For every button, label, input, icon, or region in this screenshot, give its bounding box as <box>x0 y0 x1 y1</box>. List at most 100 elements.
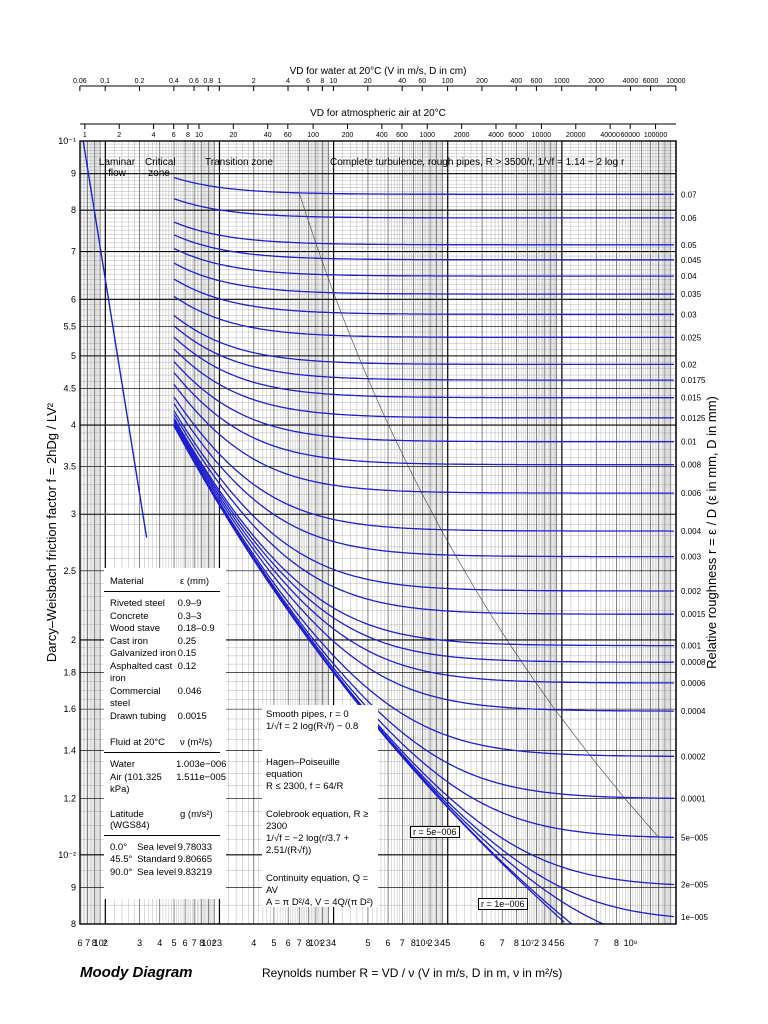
roughness-label: 0.0008 <box>681 658 706 667</box>
x-tick-label: 2 <box>212 938 217 948</box>
x-tick-label: 7 <box>500 938 505 948</box>
x-tick-label: 3 <box>137 938 142 948</box>
x-tick-label: 4 <box>157 938 162 948</box>
annotation-r5e6: r = 5e−006 <box>410 826 460 838</box>
top-axis-2-tick-label: 100000 <box>644 132 667 139</box>
x-tick-label: 4 <box>548 938 553 948</box>
x-tick-label: 3 <box>542 938 547 948</box>
material-col: Material <box>110 576 144 587</box>
roughness-curve <box>173 383 674 494</box>
materials-cell: Commercial steel <box>110 685 161 710</box>
roughness-label: 1e−005 <box>681 913 708 922</box>
roughness-label: 0.0002 <box>681 752 706 761</box>
axis-labels: 10⁻¹98765.554.543.532.521.81.61.41.210⁻²… <box>44 66 719 948</box>
materials-row: Cast iron 0.25 <box>110 636 226 649</box>
plot-frame <box>79 140 677 925</box>
x-tick-label: 5 <box>445 938 450 948</box>
roughness-curve <box>173 221 674 246</box>
roughness-label: 0.06 <box>681 214 697 223</box>
top-axis-1-tick-label: 4 <box>286 78 290 85</box>
top-axis-1-tick-label: 0.6 <box>189 78 199 85</box>
roughness-label: 5e−005 <box>681 833 708 842</box>
latitude-row: 90.0° Sea level 9.83219 <box>110 867 226 880</box>
axes <box>79 85 677 925</box>
x-tick-label: 7 <box>85 938 90 948</box>
roughness-curve <box>173 423 674 757</box>
x-axis-title: Reynolds number R = VD / ν (V in m/s, D … <box>262 966 563 980</box>
top-axis-1-tick-label: 2 <box>252 78 256 85</box>
top-axis-2-tick-label: 2000 <box>454 132 470 139</box>
zone-transition: Transition zone <box>205 157 273 168</box>
x-tick-label: 10⁵ <box>309 938 323 948</box>
roughness-curve <box>173 424 674 799</box>
eq-colebrook-1: Colebrook equation, R ≥ 2300 <box>266 809 369 832</box>
x-tick-label: 6 <box>559 938 564 948</box>
top-axis-2-tick-label: 10 <box>195 132 203 139</box>
materials-cell: 0.18–0.9 <box>177 623 215 634</box>
materials-row: Riveted steel 0.9–9 <box>110 598 226 611</box>
top-axis-2-tick-label: 60 <box>284 132 292 139</box>
x-tick-label: 8 <box>92 938 97 948</box>
top-axis-1-tick-label: 40 <box>398 78 406 85</box>
x-tick-label: 4 <box>440 938 445 948</box>
latitude-header: Latitude (WGS84) g (m/s²) <box>104 797 220 836</box>
latitude-cell: 9.83219 <box>177 866 212 878</box>
roughness-curve <box>173 325 674 381</box>
roughness-label: 0.04 <box>681 272 697 281</box>
roughness-label: 0.015 <box>681 394 702 403</box>
top-axis-2-tick-label: 2 <box>117 132 121 139</box>
x-tick-label: 8 <box>411 938 416 948</box>
zone-laminar: Laminar flow <box>98 157 136 179</box>
x-tick-label: 3 <box>434 938 439 948</box>
materials-cell: 0.9–9 <box>177 598 202 609</box>
roughness-curve <box>173 314 674 366</box>
y-tick-label: 3.5 <box>63 461 76 471</box>
top-axis-2-tick-label: 6000 <box>508 132 524 139</box>
roughness-label: 0.0015 <box>681 610 706 619</box>
x-tick-label: 8 <box>614 938 619 948</box>
top-axis-2-title: VD for atmospheric air at 20°C <box>310 108 446 119</box>
x-tick-label: 6 <box>286 938 291 948</box>
roughness-label: 0.003 <box>681 553 702 562</box>
latitude-cell: 9.80665 <box>177 854 212 865</box>
latitude-row: 45.5° Standard 9.80665 <box>110 854 226 867</box>
roughness-curve <box>173 361 674 443</box>
latitude-cell: 90.0° <box>110 866 133 878</box>
x-tick-label: 2 <box>428 938 433 948</box>
y-tick-label: 3 <box>71 509 76 519</box>
roughness-label: 0.0175 <box>681 376 706 385</box>
laminar-line <box>82 140 148 538</box>
turbulence-boundary <box>298 192 659 838</box>
top-axis-1-tick-label: 4000 <box>623 78 639 85</box>
y-axis-title: Darcy–Weisbach friction factor f = 2hDg … <box>44 402 59 662</box>
zone-critical: Critical zone <box>145 157 176 179</box>
y-tick-label: 8 <box>71 919 76 929</box>
x-tick-label: 6 <box>480 938 485 948</box>
roughness-label: 0.07 <box>681 190 697 199</box>
roughness-curve <box>173 348 674 419</box>
roughness-curve <box>173 414 674 615</box>
fluids-cell: 1.003e−006 <box>176 759 227 770</box>
eq-hagen-1: Hagen–Poiseuille equation <box>266 757 340 780</box>
materials-cell: 0.12 <box>177 660 197 672</box>
material-header: Material ε (mm) <box>104 568 220 592</box>
top-axis-2-tick-label: 100 <box>307 132 319 139</box>
roughness-curve <box>173 247 674 277</box>
y-tick-label: 10⁻¹ <box>58 136 76 146</box>
roughness-curve <box>173 417 674 647</box>
y-tick-label: 5 <box>71 351 76 361</box>
materials-cell: Riveted steel <box>110 598 165 609</box>
x-tick-label: 5 <box>365 938 370 948</box>
roughness-label: 0.006 <box>681 489 702 498</box>
top-axis-2-tick-label: 4 <box>152 132 156 139</box>
top-axis-2-tick-label: 4000 <box>488 132 504 139</box>
roughness-curve <box>173 372 674 466</box>
latitude-cell: Sea level <box>137 866 177 878</box>
y-tick-label: 4 <box>71 420 76 430</box>
top-axis-1-tick-label: 1 <box>217 78 221 85</box>
materials-row: Drawn tubing 0.0015 <box>110 711 226 724</box>
materials-cell: Galvanized iron <box>110 648 177 659</box>
eq-smooth-2: 1/√f = 2 log(R√f) − 0.8 <box>266 721 359 732</box>
eq-smooth-1: Smooth pipes, r = 0 <box>266 709 349 720</box>
latitude-cell: 0.0° <box>110 841 128 853</box>
